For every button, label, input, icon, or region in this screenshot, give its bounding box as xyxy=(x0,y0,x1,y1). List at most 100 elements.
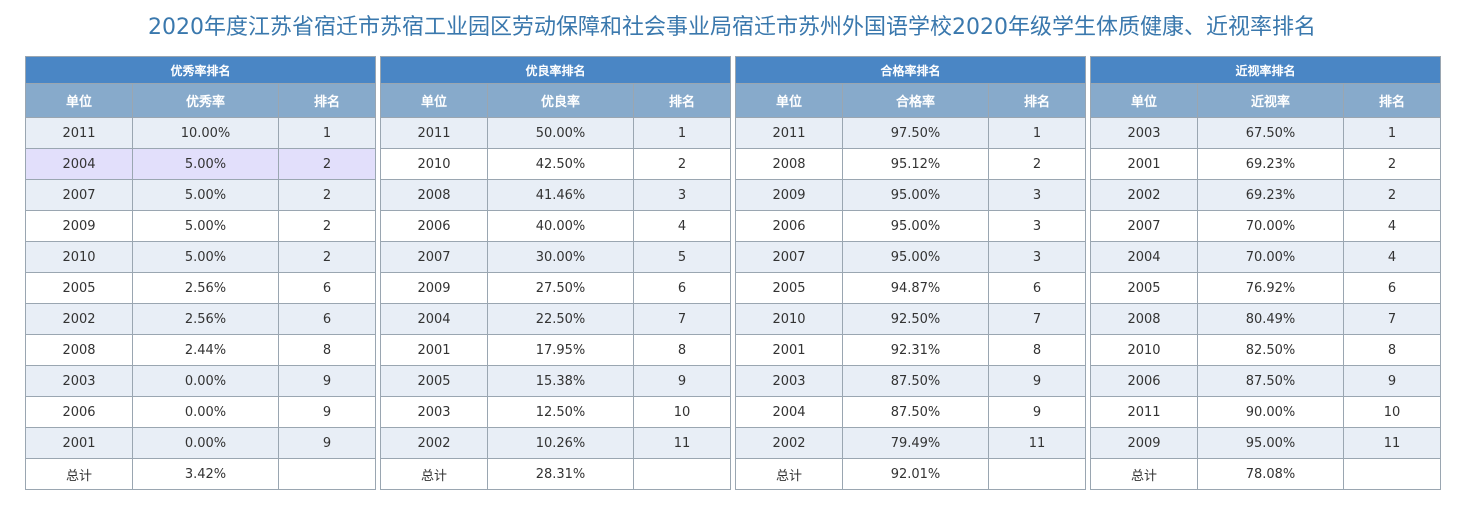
table-row[interactable]: 2001 69.23% 2 xyxy=(1090,148,1442,180)
cell-unit: 2009 xyxy=(1090,427,1198,459)
cell-unit: 2003 xyxy=(1090,117,1198,149)
cell-rank: 2 xyxy=(632,148,732,180)
table-row[interactable]: 2003 67.50% 1 xyxy=(1090,117,1442,149)
table-row[interactable]: 2005 94.87% 6 xyxy=(735,272,1087,304)
column-header-unit[interactable]: 单位 xyxy=(380,83,488,118)
cell-rate: 90.00% xyxy=(1197,396,1344,428)
table-row[interactable]: 2001 0.00% 9 xyxy=(25,427,377,459)
table-row[interactable]: 2002 69.23% 2 xyxy=(1090,179,1442,211)
total-rank xyxy=(277,458,377,490)
table-row[interactable]: 2002 2.56% 6 xyxy=(25,303,377,335)
table-row[interactable]: 2010 92.50% 7 xyxy=(735,303,1087,335)
table-row[interactable]: 2002 79.49% 11 xyxy=(735,427,1087,459)
table-row[interactable]: 2009 95.00% 3 xyxy=(735,179,1087,211)
table-row[interactable]: 2003 87.50% 9 xyxy=(735,365,1087,397)
cell-unit: 2007 xyxy=(1090,210,1198,242)
cell-rate: 10.00% xyxy=(132,117,279,149)
table-row[interactable]: 2006 87.50% 9 xyxy=(1090,365,1442,397)
cell-rank: 2 xyxy=(277,148,377,180)
cell-rate: 2.56% xyxy=(132,272,279,304)
cell-unit: 2007 xyxy=(735,241,843,273)
cell-rank: 6 xyxy=(1342,272,1442,304)
table-row[interactable]: 2011 90.00% 10 xyxy=(1090,396,1442,428)
total-row[interactable]: 总计 92.01% xyxy=(735,458,1087,490)
table-row[interactable]: 2009 95.00% 11 xyxy=(1090,427,1442,459)
column-header-unit[interactable]: 单位 xyxy=(25,83,133,118)
column-header-unit[interactable]: 单位 xyxy=(735,83,843,118)
total-row[interactable]: 总计 28.31% xyxy=(380,458,732,490)
table-row[interactable]: 2003 0.00% 9 xyxy=(25,365,377,397)
cell-rate: 69.23% xyxy=(1197,148,1344,180)
table-row[interactable]: 2003 12.50% 10 xyxy=(380,396,732,428)
cell-rate: 5.00% xyxy=(132,148,279,180)
cell-unit: 2001 xyxy=(1090,148,1198,180)
column-header-rank[interactable]: 排名 xyxy=(632,83,732,118)
table-row[interactable]: 2005 2.56% 6 xyxy=(25,272,377,304)
total-row[interactable]: 总计 78.08% xyxy=(1090,458,1442,490)
total-rate: 28.31% xyxy=(487,458,634,490)
table-row[interactable]: 2004 70.00% 4 xyxy=(1090,241,1442,273)
cell-unit: 2008 xyxy=(735,148,843,180)
table-row[interactable]: 2008 2.44% 8 xyxy=(25,334,377,366)
column-header-unit[interactable]: 单位 xyxy=(1090,83,1198,118)
table-row[interactable]: 2007 70.00% 4 xyxy=(1090,210,1442,242)
table-row[interactable]: 2010 42.50% 2 xyxy=(380,148,732,180)
column-header-rank[interactable]: 排名 xyxy=(987,83,1087,118)
table-row[interactable]: 2005 76.92% 6 xyxy=(1090,272,1442,304)
ranking-tables: 优秀率排名 单位 优秀率 排名 2011 10.00% 1 2004 5.00% 2 200… xyxy=(0,56,1464,496)
cell-rank: 8 xyxy=(987,334,1087,366)
table-row[interactable]: 2007 95.00% 3 xyxy=(735,241,1087,273)
cell-unit: 2006 xyxy=(735,210,843,242)
cell-rate: 30.00% xyxy=(487,241,634,273)
table-row[interactable]: 2006 95.00% 3 xyxy=(735,210,1087,242)
table-caption: 合格率排名 xyxy=(734,56,1087,84)
table-row[interactable]: 2004 87.50% 9 xyxy=(735,396,1087,428)
table-row[interactable]: 2005 15.38% 9 xyxy=(380,365,732,397)
cell-rank: 11 xyxy=(987,427,1087,459)
table-row[interactable]: 2009 5.00% 2 xyxy=(25,210,377,242)
cell-unit: 2011 xyxy=(735,117,843,149)
total-row[interactable]: 总计 3.42% xyxy=(25,458,377,490)
table-row[interactable]: 2009 27.50% 6 xyxy=(380,272,732,304)
cell-rank: 4 xyxy=(632,210,732,242)
column-header-rate[interactable]: 合格率 xyxy=(842,83,989,118)
table-row[interactable]: 2011 50.00% 1 xyxy=(380,117,732,149)
cell-rank: 9 xyxy=(277,427,377,459)
cell-unit: 2002 xyxy=(380,427,488,459)
cell-rank: 3 xyxy=(632,179,732,211)
table-row[interactable]: 2008 80.49% 7 xyxy=(1090,303,1442,335)
cell-unit: 2005 xyxy=(380,365,488,397)
table-row[interactable]: 2006 40.00% 4 xyxy=(380,210,732,242)
cell-rank: 6 xyxy=(277,272,377,304)
table-row[interactable]: 2004 22.50% 7 xyxy=(380,303,732,335)
cell-unit: 2010 xyxy=(25,241,133,273)
column-header-rate[interactable]: 优良率 xyxy=(487,83,634,118)
table-row[interactable]: 2008 95.12% 2 xyxy=(735,148,1087,180)
table-row[interactable]: 2004 5.00% 2 xyxy=(25,148,377,180)
total-rank xyxy=(632,458,732,490)
cell-unit: 2010 xyxy=(735,303,843,335)
table-row[interactable]: 2011 10.00% 1 xyxy=(25,117,377,149)
cell-rank: 9 xyxy=(277,396,377,428)
table-row[interactable]: 2011 97.50% 1 xyxy=(735,117,1087,149)
cell-rank: 8 xyxy=(277,334,377,366)
cell-unit: 2004 xyxy=(380,303,488,335)
table-row[interactable]: 2010 5.00% 2 xyxy=(25,241,377,273)
cell-rate: 70.00% xyxy=(1197,241,1344,273)
cell-unit: 2007 xyxy=(25,179,133,211)
cell-rate: 87.50% xyxy=(1197,365,1344,397)
table-row[interactable]: 2002 10.26% 11 xyxy=(380,427,732,459)
table-row[interactable]: 2007 5.00% 2 xyxy=(25,179,377,211)
cell-rate: 0.00% xyxy=(132,427,279,459)
table-row[interactable]: 2008 41.46% 3 xyxy=(380,179,732,211)
cell-rank: 11 xyxy=(1342,427,1442,459)
table-row[interactable]: 2001 17.95% 8 xyxy=(380,334,732,366)
column-header-rank[interactable]: 排名 xyxy=(277,83,377,118)
table-row[interactable]: 2006 0.00% 9 xyxy=(25,396,377,428)
column-header-rate[interactable]: 优秀率 xyxy=(132,83,279,118)
column-header-rank[interactable]: 排名 xyxy=(1342,83,1442,118)
column-header-rate[interactable]: 近视率 xyxy=(1197,83,1344,118)
table-row[interactable]: 2001 92.31% 8 xyxy=(735,334,1087,366)
table-row[interactable]: 2007 30.00% 5 xyxy=(380,241,732,273)
table-row[interactable]: 2010 82.50% 8 xyxy=(1090,334,1442,366)
